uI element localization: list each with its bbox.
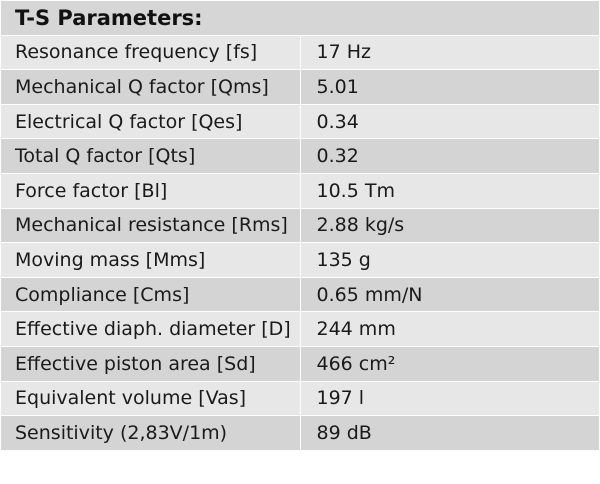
parameter-value: 17 Hz: [299, 34, 600, 71]
table-row: Moving mass [Mms] 135 g: [0, 242, 600, 278]
parameter-value: 244 mm: [299, 311, 600, 347]
parameter-label: Equivalent volume [Vas]: [0, 380, 301, 417]
parameter-label: Compliance [Cms]: [0, 276, 301, 313]
table-row: Force factor [Bl] 10.5 Tm: [0, 172, 600, 209]
table-title: T-S Parameters:: [0, 0, 600, 36]
parameter-label: Electrical Q factor [Qes]: [0, 103, 301, 140]
table-row: Resonance frequency [fs] 17 Hz: [0, 34, 600, 71]
parameter-label: Effective diaph. diameter [D]: [0, 311, 301, 347]
parameter-label: Total Q factor [Qts]: [0, 138, 301, 174]
parameter-label: Mechanical resistance [Rms]: [0, 207, 301, 244]
parameter-value: 135 g: [299, 242, 600, 278]
parameter-value: 0.34: [299, 103, 600, 140]
parameter-label: Moving mass [Mms]: [0, 242, 301, 278]
ts-parameters-table: T-S Parameters: Resonance frequency [fs]…: [0, 0, 600, 451]
parameter-value: 89 dB: [299, 415, 600, 451]
table-row: Effective piston area [Sd] 466 cm²: [0, 345, 600, 382]
parameter-label: Force factor [Bl]: [0, 172, 301, 209]
table-row: Mechanical resistance [Rms] 2.88 kg/s: [0, 207, 600, 244]
parameter-value: 0.32: [299, 138, 600, 174]
table-row: Effective diaph. diameter [D] 244 mm: [0, 311, 600, 347]
table-header-row: T-S Parameters:: [0, 0, 600, 36]
parameter-label: Sensitivity (2,83V/1m): [0, 415, 301, 451]
table-row: Sensitivity (2,83V/1m) 89 dB: [0, 415, 600, 451]
parameter-value: 0.65 mm/N: [299, 276, 600, 313]
parameter-value: 10.5 Tm: [299, 172, 600, 209]
parameter-value: 5.01: [299, 69, 600, 105]
table-row: Electrical Q factor [Qes] 0.34: [0, 103, 600, 140]
parameter-label: Effective piston area [Sd]: [0, 345, 301, 382]
table-row: Mechanical Q factor [Qms] 5.01: [0, 69, 600, 105]
table-row: Total Q factor [Qts] 0.32: [0, 138, 600, 174]
table-row: Compliance [Cms] 0.65 mm/N: [0, 276, 600, 313]
parameter-value: 466 cm²: [299, 345, 600, 382]
parameter-label: Resonance frequency [fs]: [0, 34, 301, 71]
parameter-value: 2.88 kg/s: [299, 207, 600, 244]
parameter-value: 197 l: [299, 380, 600, 417]
table-row: Equivalent volume [Vas] 197 l: [0, 380, 600, 417]
parameter-label: Mechanical Q factor [Qms]: [0, 69, 301, 105]
